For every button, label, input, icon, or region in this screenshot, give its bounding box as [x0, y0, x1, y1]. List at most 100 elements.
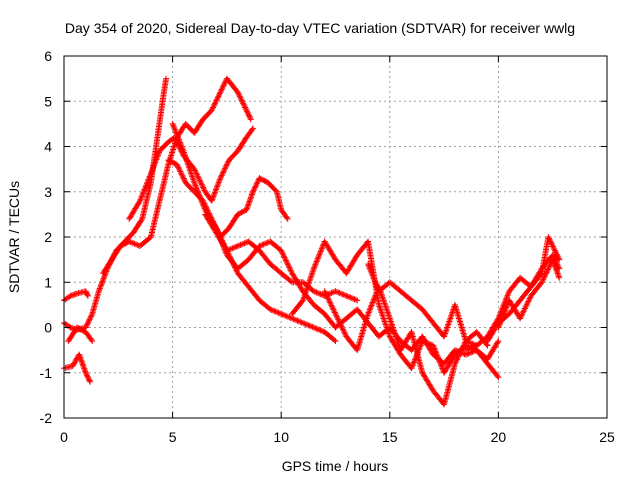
data-point-marker	[219, 170, 226, 177]
chart-title: Day 354 of 2020, Sidereal Day-to-day VTE…	[65, 20, 575, 36]
data-point-marker	[214, 94, 221, 101]
data-point-marker	[176, 167, 183, 174]
data-point-marker	[224, 161, 231, 168]
data-point-marker	[504, 292, 511, 299]
data-point-marker	[249, 188, 256, 195]
data-point-marker	[287, 267, 294, 274]
data-point-marker	[309, 270, 316, 277]
data-point-marker	[220, 169, 227, 176]
data-point-marker	[314, 289, 321, 296]
data-point-marker	[337, 320, 344, 327]
data-point-marker	[82, 369, 89, 376]
data-point-marker	[88, 312, 95, 319]
data-point-marker	[213, 226, 220, 233]
data-point-marker	[537, 271, 544, 278]
y-tick-label: 2	[44, 229, 52, 245]
data-point-marker	[325, 296, 332, 303]
data-point-marker	[272, 187, 279, 194]
data-point-marker	[66, 293, 73, 300]
data-point-marker	[342, 292, 349, 299]
data-point-marker	[451, 360, 458, 367]
data-point-marker	[87, 314, 94, 321]
y-axis-label: SDTVAR / TECUs	[6, 181, 22, 293]
data-point-marker	[244, 108, 251, 115]
data-point-marker	[222, 249, 229, 256]
data-point-marker	[381, 300, 388, 307]
data-point-marker	[210, 193, 217, 200]
data-point-marker	[73, 356, 80, 363]
data-point-marker	[199, 183, 206, 190]
data-point-marker	[170, 122, 177, 129]
data-point-marker	[194, 186, 201, 193]
data-point-marker	[417, 342, 424, 349]
data-point-marker	[378, 307, 385, 314]
data-point-marker	[220, 243, 227, 250]
data-point-marker	[445, 321, 452, 328]
data-point-marker	[422, 339, 429, 346]
data-markers	[61, 75, 563, 408]
data-point-marker	[285, 263, 292, 270]
data-point-marker	[199, 201, 206, 208]
data-point-marker	[172, 128, 179, 135]
data-point-marker	[321, 288, 328, 295]
data-point-marker	[426, 340, 433, 347]
data-point-marker	[197, 178, 204, 185]
data-point-marker	[318, 245, 325, 252]
data-point-marker	[247, 195, 254, 202]
data-point-marker	[208, 107, 215, 114]
data-point-marker	[181, 176, 188, 183]
data-point-marker	[221, 166, 228, 173]
data-point-marker	[547, 238, 554, 245]
data-point-marker	[76, 353, 83, 360]
data-point-marker	[311, 264, 318, 271]
data-point-marker	[556, 256, 563, 263]
data-point-marker	[142, 183, 149, 190]
data-point-marker	[85, 317, 92, 324]
data-point-marker	[550, 258, 557, 265]
data-point-marker	[354, 297, 361, 304]
data-point-marker	[81, 365, 88, 372]
data-point-marker	[145, 176, 152, 183]
data-point-marker	[86, 377, 93, 384]
data-point-marker	[344, 293, 351, 300]
data-point-marker	[214, 183, 221, 190]
data-point-marker	[503, 303, 510, 310]
data-point-marker	[243, 205, 250, 212]
y-tick-label: 6	[44, 48, 52, 64]
data-point-marker	[339, 326, 346, 333]
data-point-marker	[208, 197, 215, 204]
data-point-marker	[217, 234, 224, 241]
data-point-marker	[555, 255, 562, 262]
data-point-marker	[505, 291, 512, 298]
data-point-marker	[313, 325, 320, 332]
data-point-marker	[282, 257, 289, 264]
data-point-marker	[460, 342, 467, 349]
data-point-marker	[335, 317, 342, 324]
data-point-marker	[545, 265, 552, 272]
data-point-marker	[323, 292, 330, 299]
data-point-marker	[191, 181, 198, 188]
data-point-marker	[245, 111, 252, 118]
data-point-marker	[241, 240, 248, 247]
data-point-marker	[331, 308, 338, 315]
data-point-marker	[446, 318, 453, 325]
data-point-marker	[275, 309, 282, 316]
data-point-marker	[369, 272, 376, 279]
data-point-marker	[215, 180, 222, 187]
data-point-marker	[316, 290, 323, 297]
data-point-marker	[214, 182, 221, 189]
data-point-marker	[540, 275, 547, 282]
data-point-marker	[329, 289, 336, 296]
data-point-marker	[317, 291, 324, 298]
data-point-marker	[333, 312, 340, 319]
data-point-marker	[379, 312, 386, 319]
data-point-marker	[327, 301, 334, 308]
data-point-marker	[194, 171, 201, 178]
data-point-marker	[152, 159, 159, 166]
data-point-marker	[554, 269, 561, 276]
data-point-marker	[332, 288, 339, 295]
data-point-marker	[170, 123, 177, 130]
data-point-marker	[315, 252, 322, 259]
data-point-marker	[71, 360, 78, 367]
data-point-marker	[327, 290, 334, 297]
